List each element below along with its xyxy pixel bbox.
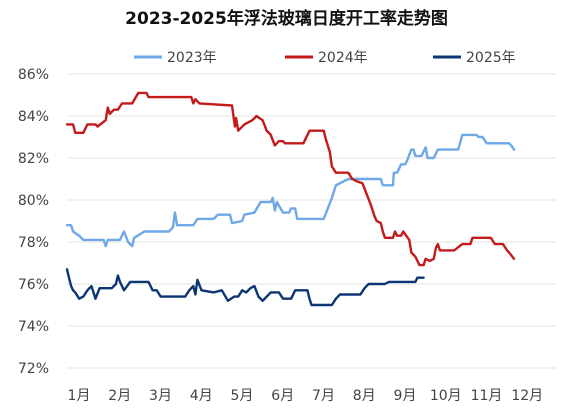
x-tick-label: 7月 xyxy=(312,388,335,404)
x-tick-label: 2月 xyxy=(108,388,131,404)
series-line-1 xyxy=(65,133,516,248)
x-tick-label: 6月 xyxy=(271,388,294,404)
series-lines xyxy=(65,91,516,307)
y-tick-label: 72% xyxy=(18,361,49,377)
y-tick-label: 86% xyxy=(18,67,49,83)
y-tick-label: 80% xyxy=(18,193,49,209)
legend-label: 2025年 xyxy=(466,50,516,66)
y-tick-label: 74% xyxy=(18,319,49,335)
x-tick-label: 3月 xyxy=(149,388,172,404)
chart-title: 2023-2025年浮法玻璃日度开工率走势图 xyxy=(125,9,448,29)
series-line-3 xyxy=(65,268,425,307)
y-tick-label: 78% xyxy=(18,235,49,251)
x-tick-label: 8月 xyxy=(353,388,376,404)
y-tick-label: 82% xyxy=(18,151,49,167)
legend-label: 2023年 xyxy=(167,50,217,66)
legend: 2023年 2024年 2025年 xyxy=(134,50,516,66)
y-tick-label: 84% xyxy=(18,109,49,125)
x-axis-ticks: 1月 2月 3月 4月 5月 6月 7月 8月 9月 10月 11月 12月 xyxy=(68,388,544,404)
series-line-2 xyxy=(65,91,516,267)
gridlines xyxy=(67,73,556,369)
x-tick-label: 5月 xyxy=(231,388,254,404)
y-tick-label: 76% xyxy=(18,277,49,293)
x-tick-label: 4月 xyxy=(190,388,213,404)
legend-label: 2024年 xyxy=(318,50,368,66)
x-tick-label: 1月 xyxy=(68,388,91,404)
y-axis-ticks: 72% 74% 76% 78% 80% 82% 84% 86% xyxy=(18,67,49,377)
x-tick-label: 9月 xyxy=(394,388,417,404)
x-tick-label: 11月 xyxy=(471,388,503,404)
x-tick-label: 10月 xyxy=(430,388,462,404)
x-tick-label: 12月 xyxy=(511,388,543,404)
